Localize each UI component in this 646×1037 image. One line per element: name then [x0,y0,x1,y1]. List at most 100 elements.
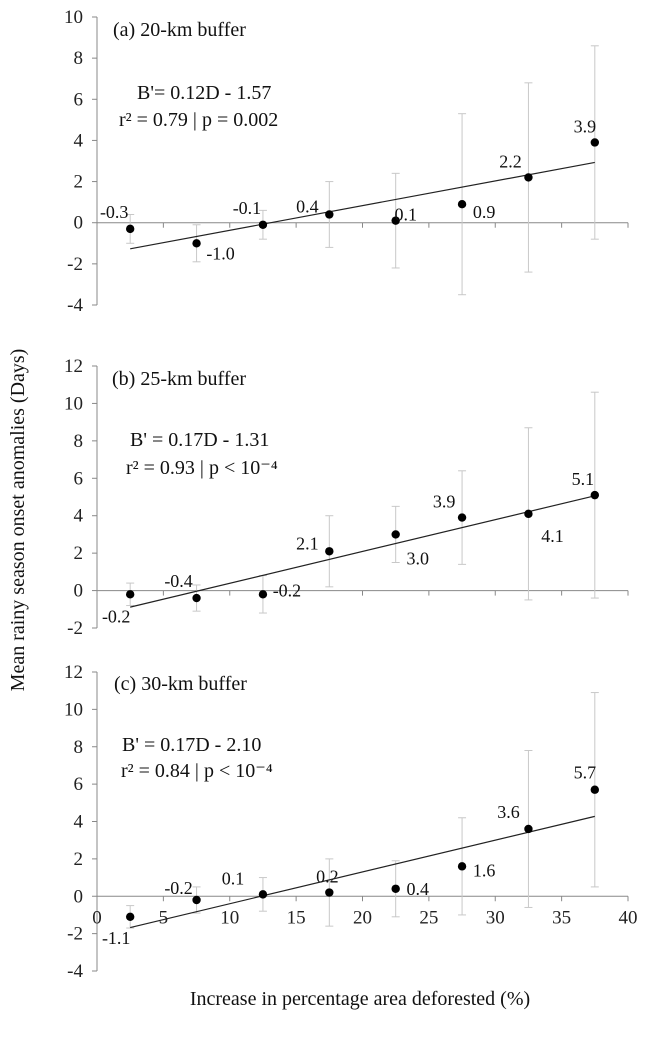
trendline [130,495,595,608]
data-label: -0.3 [100,202,129,222]
panel-a-20km: -4 -2 0 2 4 6 8 10 -0.3 -1.0 -0.1 0.4 0.1 0.9 2.2 3.9 (a… [64,7,629,316]
data-label: -0.4 [164,571,193,591]
data-label: 5.1 [572,469,595,489]
data-point [524,173,533,182]
y-tick-label: 4 [74,506,84,527]
panel-title: (b) 25-km buffer [112,368,246,390]
y-tick-label: 6 [74,89,84,110]
data-label: 3.0 [406,548,429,568]
data-point [125,590,135,599]
y-tick-label: 2 [74,172,84,193]
regression-stats: r² = 0.93 | p < 10⁻⁴ [126,457,278,479]
data-label: 3.9 [574,116,597,136]
panel-title: (c) 30-km buffer [114,673,247,695]
y-tick-label: -4 [67,295,83,316]
y-tick-label: -2 [67,254,83,275]
data-point [590,785,600,794]
y-tick-label: -2 [67,924,83,945]
data-label: 5.7 [574,763,597,783]
data-label: 1.6 [473,860,496,880]
data-point [258,220,268,229]
trendline [130,815,595,929]
trendline [130,161,595,250]
data-label: -0.2 [273,580,302,600]
x-tick-label: 25 [419,907,438,928]
data-label: -1.0 [206,243,235,263]
y-tick-label: 6 [74,468,84,489]
regression-equation: B' = 0.17D - 1.31 [130,429,269,451]
y-axis-title: Mean rainy season onset anomalies (Days) [7,349,29,692]
y-tick-label: 8 [74,737,84,758]
data-label: 4.1 [541,526,564,546]
data-point [192,593,201,603]
data-label: 0.4 [296,196,319,216]
data-label: 2.1 [296,533,319,553]
x-tick-label: 35 [552,907,571,928]
x-tick-label: 5 [159,907,169,928]
y-tick-label: 0 [74,581,84,602]
y-tick-label: 12 [64,662,83,683]
data-label: 3.6 [497,802,520,822]
data-point [125,224,135,234]
regression-equation: B' = 0.17D - 2.10 [122,734,261,756]
data-point [192,895,201,905]
data-point [125,912,135,922]
data-label: -0.2 [164,878,193,898]
data-label: 0.1 [394,205,417,225]
data-point [524,824,533,834]
data-label: 3.9 [433,492,456,512]
y-tick-label: 4 [74,130,84,151]
y-tick-label: 2 [74,543,84,564]
data-point [192,239,201,248]
x-tick-label: 30 [486,907,505,928]
x-tick-label: 15 [287,907,306,928]
y-tick-label: -2 [67,618,83,639]
data-label: 0.4 [406,879,429,899]
x-axis-title: Increase in percentage area deforested (… [190,988,530,1010]
data-point [391,884,400,893]
y-tick-label: 8 [74,431,84,452]
y-tick-label: 10 [64,699,83,720]
data-point [457,513,467,522]
data-point [325,210,334,219]
y-tick-label: 10 [64,7,83,28]
y-tick-label: 0 [74,886,84,907]
data-label: 0.9 [473,202,496,222]
data-label: 2.2 [499,151,522,171]
panel-title: (a) 20-km buffer [113,19,246,41]
panel-b-25km: -2 0 2 4 6 8 10 12 -0.2 -0.4 -0.2 2.1 3.0 3.9 4.1 5.1 (b… [64,356,629,639]
data-point [590,490,600,500]
data-point [391,530,400,539]
y-tick-label: 6 [74,774,84,795]
y-tick-label: -4 [67,961,83,982]
regression-equation: B'= 0.12D - 1.57 [137,82,271,104]
x-tick-label: 40 [619,907,638,928]
data-label: 0.1 [222,868,245,888]
data-point [457,200,467,209]
x-tick-label: 10 [220,907,239,928]
data-point [391,216,400,225]
regression-stats: r² = 0.84 | p < 10⁻⁴ [121,760,273,782]
y-tick-label: 4 [74,812,84,833]
data-point [258,890,268,899]
panel-c-30km: -4 -2 0 2 4 6 8 10 12 0 5 10 15 20 25 30 35 40 -1.1 -0.2 0.1… [64,662,638,982]
y-tick-label: 0 [74,213,84,234]
data-point [457,862,467,871]
data-point [524,509,533,519]
regression-stats: r² = 0.79 | p = 0.002 [119,109,278,131]
data-label: 0.2 [316,867,339,887]
data-point [258,590,268,599]
y-tick-label: 8 [74,48,84,69]
data-point [325,547,334,556]
data-label: -0.1 [233,198,262,218]
data-label: -1.1 [102,928,131,948]
x-tick-label: 0 [92,907,102,928]
y-tick-label: 10 [64,393,83,414]
data-point [325,888,334,897]
y-tick-label: 2 [74,849,84,870]
data-label: -0.2 [102,606,131,626]
x-tick-label: 20 [353,907,372,928]
data-point [590,138,600,147]
y-tick-label: 12 [64,356,83,377]
